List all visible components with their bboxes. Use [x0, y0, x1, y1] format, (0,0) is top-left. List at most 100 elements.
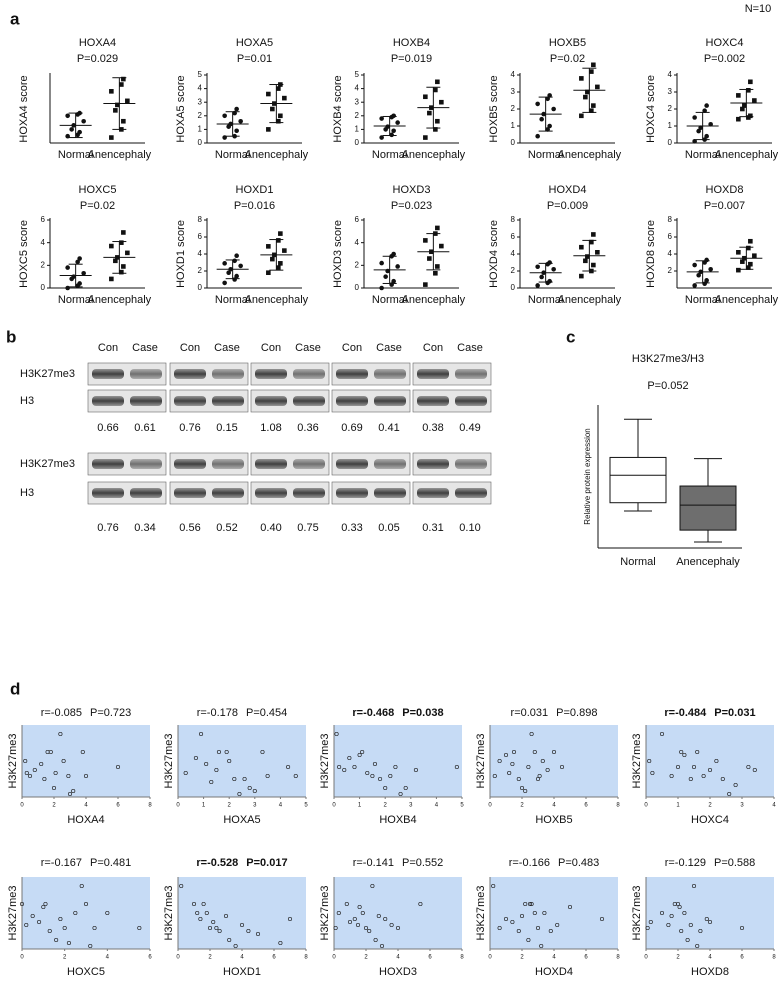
data-point	[647, 758, 652, 764]
x-tick-label: 0	[488, 803, 492, 809]
x-axis-label: HOXD3	[379, 966, 417, 978]
y-tick-label: 3	[668, 87, 673, 96]
data-point	[583, 94, 588, 100]
plot-area	[646, 877, 774, 949]
data-point	[77, 129, 82, 135]
data-point	[207, 925, 213, 931]
data-point	[334, 731, 339, 737]
data-point	[62, 925, 67, 931]
data-point	[503, 916, 509, 922]
y-tick-label: 0	[511, 283, 516, 292]
data-point	[423, 94, 428, 100]
data-point	[523, 788, 528, 794]
blot-frame	[412, 362, 492, 386]
p-value: P=0.454	[246, 707, 287, 719]
data-point	[720, 776, 725, 782]
r-value: r=-0.484	[664, 707, 707, 719]
data-point	[344, 901, 349, 907]
chart-title: H3K27me3/H3	[632, 353, 704, 365]
blot-band	[255, 369, 287, 379]
data-point	[675, 901, 681, 907]
data-point	[433, 270, 438, 276]
correlation-title: r=-0.528 P=0.017	[196, 857, 287, 869]
x-tick-label: Anencephaly	[676, 556, 740, 568]
y-axis-label: HOXB5 score	[488, 75, 500, 142]
x-tick-label: 4	[708, 955, 712, 961]
data-point	[551, 749, 557, 755]
chart-title: HOXB4	[393, 37, 430, 49]
p-value: P=0.483	[558, 857, 599, 869]
data-point	[585, 254, 590, 259]
lane-label: Case	[376, 342, 402, 354]
data-point	[532, 910, 537, 916]
data-point	[516, 928, 521, 934]
blot-band	[336, 488, 368, 498]
data-point	[214, 767, 219, 773]
p-value: P=0.723	[90, 707, 131, 719]
y-tick-label: 2	[668, 266, 673, 275]
x-axis-label: HOXA4	[67, 814, 104, 826]
data-point	[357, 904, 362, 910]
y-tick-label: 2	[198, 111, 203, 120]
data-point	[370, 773, 375, 779]
data-point	[591, 62, 596, 68]
p-value: P=0.02	[550, 53, 585, 65]
data-point	[591, 103, 596, 108]
data-point	[736, 93, 741, 98]
data-point	[752, 98, 757, 103]
data-point	[27, 773, 33, 779]
x-tick-label: Normal	[685, 294, 720, 306]
data-point	[121, 118, 126, 124]
r-value: r=-0.085	[41, 707, 82, 719]
x-tick-label: 4	[106, 955, 110, 961]
data-point	[659, 910, 665, 916]
x-tick-label: 0	[176, 955, 180, 961]
data-point	[535, 283, 540, 288]
lane-label: Con	[342, 342, 362, 354]
x-tick-label: Anencephaly	[558, 294, 622, 306]
x-axis-label: HOXC4	[691, 814, 729, 826]
plot-area	[646, 725, 774, 797]
y-tick-label: 0	[511, 138, 516, 147]
data-point	[209, 779, 214, 785]
y-axis-label: HOXA4 score	[18, 75, 30, 142]
data-point	[204, 761, 209, 767]
y-tick-label: 6	[198, 232, 203, 241]
data-point	[232, 776, 237, 782]
data-point	[67, 791, 73, 797]
data-point	[526, 937, 531, 943]
data-point	[413, 767, 418, 773]
quantification: 0.61	[134, 422, 155, 434]
plot-area	[490, 877, 618, 949]
data-point	[696, 272, 701, 278]
blot-band	[212, 369, 244, 379]
x-tick-label: 0	[644, 955, 648, 961]
lane-label: Con	[180, 342, 200, 354]
data-point	[266, 127, 271, 132]
y-tick-label: 0	[198, 283, 203, 292]
y-tick-label: 4	[668, 70, 673, 79]
data-point	[92, 925, 97, 931]
data-point	[252, 788, 257, 794]
y-tick-label: 6	[355, 215, 360, 224]
blot-band	[374, 396, 406, 406]
data-point	[704, 103, 709, 108]
data-point	[69, 127, 74, 132]
x-tick-label: Normal	[620, 556, 655, 568]
blot-band	[255, 488, 287, 498]
quantification: 0.15	[216, 422, 237, 434]
plot-area	[334, 877, 462, 949]
data-point	[266, 91, 271, 97]
p-value: P=0.052	[647, 380, 688, 392]
r-value: r=-0.129	[665, 857, 706, 869]
data-point	[666, 922, 671, 928]
panel-label: b	[6, 327, 16, 346]
x-tick-label: 4	[772, 803, 776, 809]
p-value: P=0.898	[556, 707, 597, 719]
x-tick-label: 6	[148, 955, 152, 961]
data-point	[224, 749, 229, 755]
data-point	[708, 267, 713, 272]
data-point	[393, 764, 398, 770]
blot-band	[293, 396, 325, 406]
data-point	[286, 764, 291, 770]
